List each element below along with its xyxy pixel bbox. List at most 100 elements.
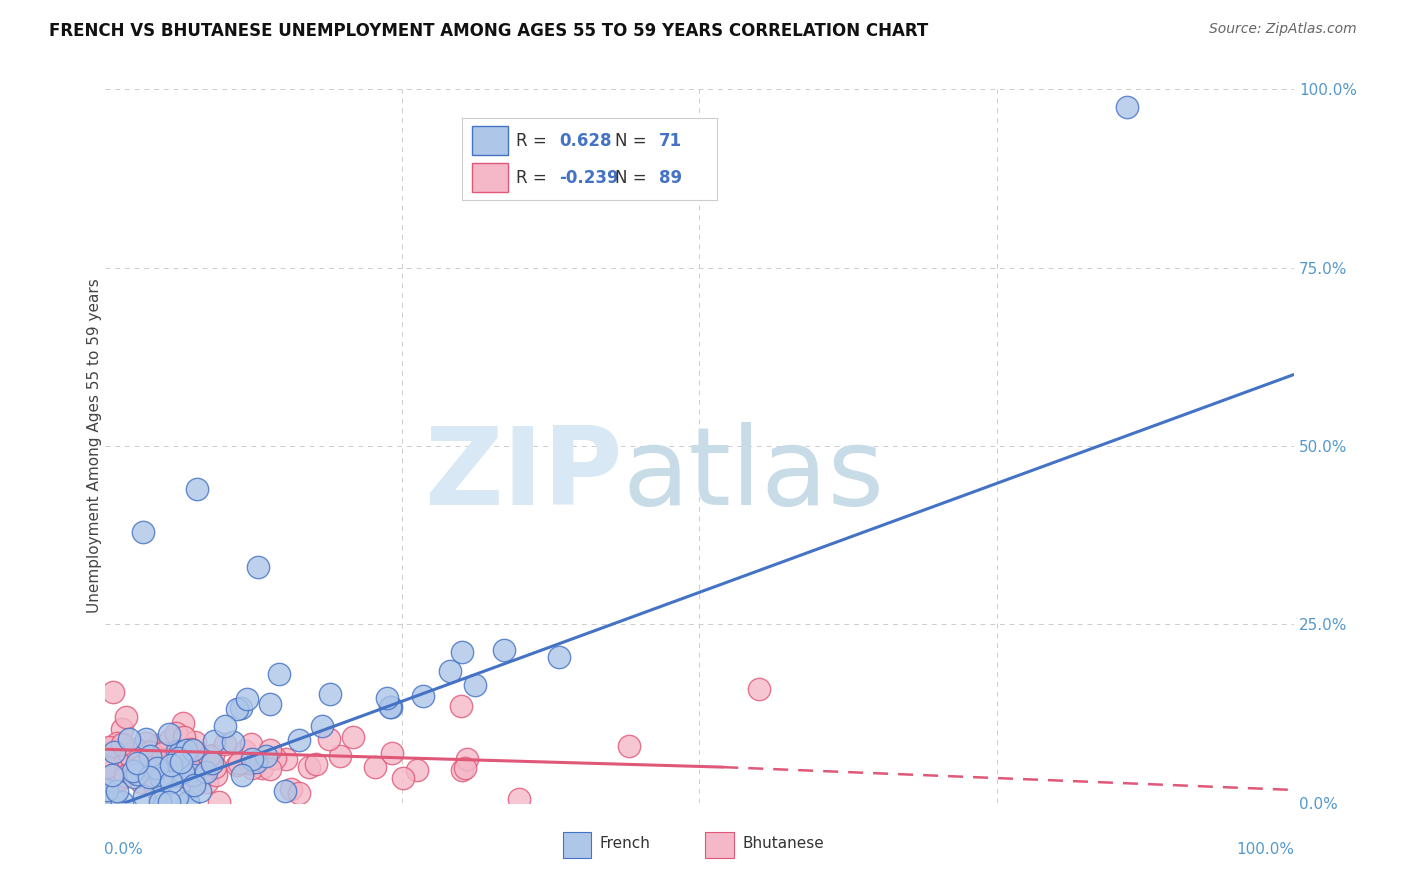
Point: [128, 765, 150, 780]
Point: [115, 753, 138, 767]
Point: [132, 789, 155, 804]
Point: [259, 762, 281, 776]
Point: [127, 756, 149, 770]
Point: [329, 749, 352, 764]
Point: [177, 795, 200, 809]
Y-axis label: Unemployment Among Ages 55 to 59 years: Unemployment Among Ages 55 to 59 years: [87, 278, 101, 614]
Point: [125, 766, 148, 780]
Point: [280, 781, 302, 796]
Point: [138, 745, 160, 759]
Text: atlas: atlas: [623, 422, 884, 527]
Point: [170, 756, 193, 770]
Point: [139, 749, 162, 764]
Point: [121, 755, 143, 769]
Point: [143, 780, 166, 794]
Point: [204, 734, 226, 748]
Point: [214, 737, 236, 751]
Point: [96, 760, 118, 774]
Point: [166, 744, 188, 758]
Point: [247, 560, 270, 574]
Point: [183, 743, 205, 757]
Point: [406, 763, 429, 777]
Point: [380, 700, 402, 714]
Point: [240, 752, 263, 766]
Point: [456, 752, 478, 766]
Point: [110, 737, 132, 751]
Point: [96, 783, 118, 797]
Point: [169, 745, 191, 759]
Point: [148, 790, 170, 805]
Point: [103, 745, 125, 759]
Point: [304, 757, 326, 772]
Point: [180, 742, 202, 756]
Point: [174, 743, 197, 757]
Point: [412, 689, 434, 703]
Point: [186, 482, 208, 496]
Point: [100, 757, 122, 772]
Point: [198, 748, 221, 763]
Point: [98, 758, 121, 772]
Point: [183, 768, 205, 782]
Point: [127, 745, 149, 759]
Point: [172, 716, 194, 731]
Point: [146, 753, 169, 767]
Point: [183, 778, 205, 792]
Point: [135, 732, 157, 747]
Point: [165, 725, 187, 739]
Text: FRENCH VS BHUTANESE UNEMPLOYMENT AMONG AGES 55 TO 59 YEARS CORRELATION CHART: FRENCH VS BHUTANESE UNEMPLOYMENT AMONG A…: [49, 22, 928, 40]
Point: [172, 765, 194, 780]
Point: [118, 731, 141, 746]
Point: [101, 768, 124, 782]
Point: [131, 524, 153, 539]
Point: [167, 758, 190, 772]
Point: [157, 752, 180, 766]
Point: [318, 687, 340, 701]
Point: [239, 738, 262, 752]
Point: [254, 748, 277, 763]
Point: [236, 692, 259, 706]
Point: [111, 722, 134, 736]
Point: [125, 741, 148, 756]
Point: [160, 758, 183, 772]
Point: [464, 678, 486, 692]
Point: [159, 733, 181, 747]
Point: [269, 666, 291, 681]
Point: [146, 761, 169, 775]
Point: [103, 685, 125, 699]
Point: [214, 719, 236, 733]
Point: [177, 795, 200, 809]
Point: [141, 755, 163, 769]
Point: [375, 691, 398, 706]
Point: [195, 765, 218, 780]
Text: ZIP: ZIP: [423, 422, 623, 527]
Point: [159, 775, 181, 789]
Point: [617, 739, 640, 753]
Point: [1116, 100, 1139, 114]
Point: [188, 784, 211, 798]
Point: [186, 758, 208, 772]
Point: [748, 681, 770, 696]
Point: [97, 795, 120, 809]
Point: [508, 792, 530, 806]
Point: [160, 747, 183, 762]
Point: [103, 795, 125, 809]
Text: Source: ZipAtlas.com: Source: ZipAtlas.com: [1209, 22, 1357, 37]
Point: [105, 784, 128, 798]
Point: [228, 756, 250, 771]
Point: [173, 730, 195, 744]
Point: [231, 768, 253, 782]
Point: [311, 719, 333, 733]
Point: [146, 758, 169, 772]
Point: [274, 783, 297, 797]
Point: [451, 763, 474, 777]
Point: [179, 778, 201, 792]
Point: [225, 701, 247, 715]
Point: [250, 761, 273, 775]
Point: [381, 747, 404, 761]
Point: [114, 769, 136, 783]
Point: [202, 747, 225, 762]
Text: 100.0%: 100.0%: [1237, 842, 1295, 857]
Point: [439, 665, 461, 679]
Point: [288, 786, 311, 800]
Point: [193, 764, 215, 779]
